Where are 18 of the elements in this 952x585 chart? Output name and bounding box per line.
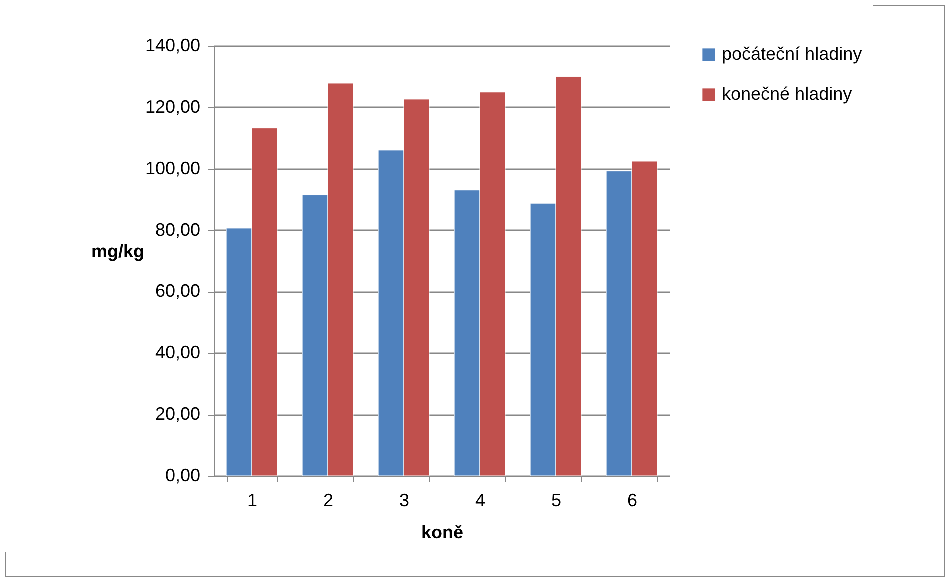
y-tick-label: 100,00 — [145, 158, 200, 178]
y-tick-label: 140,00 — [145, 36, 200, 56]
legend-label: počáteční hladiny — [722, 44, 862, 64]
y-tick-label: 20,00 — [155, 404, 200, 424]
y-tick-label: 120,00 — [145, 96, 200, 117]
y-tick-label: 80,00 — [155, 220, 200, 240]
legend-label: konečné hladiny — [722, 84, 852, 104]
x-tick-label: 2 — [323, 490, 334, 510]
x-tick-label: 6 — [627, 490, 638, 510]
y-tick-label: 0,00 — [165, 466, 200, 486]
y-tick-label: 60,00 — [155, 281, 200, 302]
x-tick-label: 4 — [475, 490, 486, 510]
y-axis-title: mg/kg — [91, 242, 144, 262]
x-axis-title: koně — [421, 522, 464, 542]
x-tick-label: 5 — [551, 490, 562, 510]
x-tick-label: 3 — [399, 490, 410, 510]
y-tick-label: 40,00 — [155, 342, 200, 363]
x-tick-label: 1 — [247, 490, 258, 510]
